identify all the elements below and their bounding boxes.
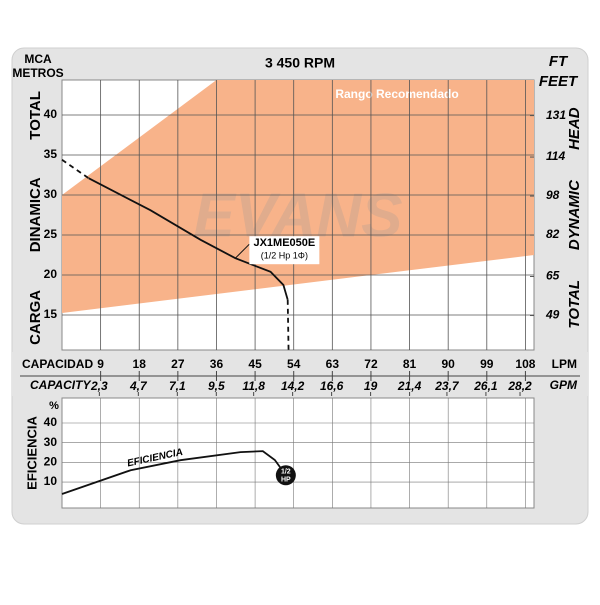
y2-unit: FT bbox=[549, 53, 569, 70]
x2-tick-label: 9,5 bbox=[208, 379, 225, 393]
x-tick-label: 27 bbox=[171, 357, 185, 371]
x2-tick-label: 7,1 bbox=[169, 379, 186, 393]
x-tick-label: 54 bbox=[287, 357, 301, 371]
x-tick-label: 108 bbox=[515, 357, 535, 371]
y2-tick-label: 98 bbox=[546, 188, 560, 202]
x-tick-label: 90 bbox=[442, 357, 456, 371]
y-tick-label: 20 bbox=[44, 267, 58, 281]
end-marker bbox=[275, 465, 296, 486]
y-tick-label: 25 bbox=[44, 227, 58, 241]
annotation-subtext: (1/2 Hp 1Φ) bbox=[261, 251, 308, 261]
x-tick-label: 36 bbox=[210, 357, 224, 371]
y-tick-label: 20 bbox=[44, 455, 58, 469]
y2-tick-label: 114 bbox=[546, 149, 565, 163]
x2-tick-label: 21,4 bbox=[397, 379, 422, 393]
x-tick-label: 81 bbox=[403, 357, 417, 371]
x-axis-band bbox=[12, 352, 588, 396]
x2-unit: GPM bbox=[550, 378, 578, 392]
region-label: Rango Recomendado bbox=[335, 87, 458, 101]
y-tick-label: 40 bbox=[44, 415, 58, 429]
x2-tick-label: 4,7 bbox=[129, 379, 148, 393]
y-axis-label: EFICIENCIA bbox=[24, 416, 39, 490]
y-tick-label: 30 bbox=[44, 435, 58, 449]
end-marker-line: 1/2 bbox=[281, 468, 291, 475]
annotation-text: JX1ME050E bbox=[253, 237, 315, 249]
chart-title: 3 450 RPM bbox=[265, 55, 335, 71]
x-tick-label: 63 bbox=[326, 357, 340, 371]
x2-tick-label: 23,7 bbox=[434, 379, 460, 393]
y2-tick-label: 131 bbox=[546, 108, 566, 122]
x2-axis-label: CAPACITY bbox=[30, 378, 91, 392]
x2-tick-label: 16,6 bbox=[320, 379, 344, 393]
y2-axis-label: TOTAL DYNAMIC HEAD bbox=[566, 107, 583, 328]
y2-tick-label: 49 bbox=[545, 308, 560, 322]
end-marker-label: 1/2 HP bbox=[281, 468, 291, 483]
y-tick-label: 35 bbox=[44, 147, 58, 161]
y2-tick-label: 65 bbox=[546, 269, 560, 283]
y-tick-label: 15 bbox=[44, 307, 58, 321]
annotation-leader bbox=[234, 243, 250, 259]
x-tick-label: 18 bbox=[133, 357, 147, 371]
y-tick-label: 40 bbox=[44, 107, 58, 121]
x2-tick-label: 28,2 bbox=[507, 379, 532, 393]
x-axis-label: CAPACIDAD bbox=[22, 357, 93, 371]
eff-plot-area bbox=[61, 397, 535, 509]
x2-tick-label: 2,3 bbox=[90, 379, 108, 393]
annotation-box bbox=[249, 236, 320, 265]
x-tick-label: 72 bbox=[364, 357, 378, 371]
y-unit: % bbox=[49, 400, 59, 412]
x2-tick-label: 19 bbox=[364, 379, 378, 393]
x-unit: LPM bbox=[552, 357, 577, 371]
end-marker-line: HP bbox=[281, 476, 291, 483]
x-tick-label: 45 bbox=[248, 357, 262, 371]
y2-tick-label: 82 bbox=[546, 227, 560, 241]
y-tick-label: 10 bbox=[44, 474, 58, 488]
x2-tick-label: 14,2 bbox=[281, 379, 305, 393]
x2-tick-label: 26,1 bbox=[473, 379, 498, 393]
curve bbox=[61, 450, 282, 495]
x-tick-label: 9 bbox=[97, 357, 104, 371]
y-unit: METROS bbox=[12, 66, 63, 80]
y-tick-label: 30 bbox=[44, 187, 58, 201]
y2-unit: FEET bbox=[539, 73, 579, 90]
x2-tick-label: 11,8 bbox=[242, 379, 265, 393]
y-unit: MCA bbox=[24, 52, 52, 66]
x-tick-label: 99 bbox=[480, 357, 494, 371]
recommended-region bbox=[62, 80, 534, 313]
y-axis-label: CARGA DINAMICA TOTAL bbox=[27, 91, 44, 345]
